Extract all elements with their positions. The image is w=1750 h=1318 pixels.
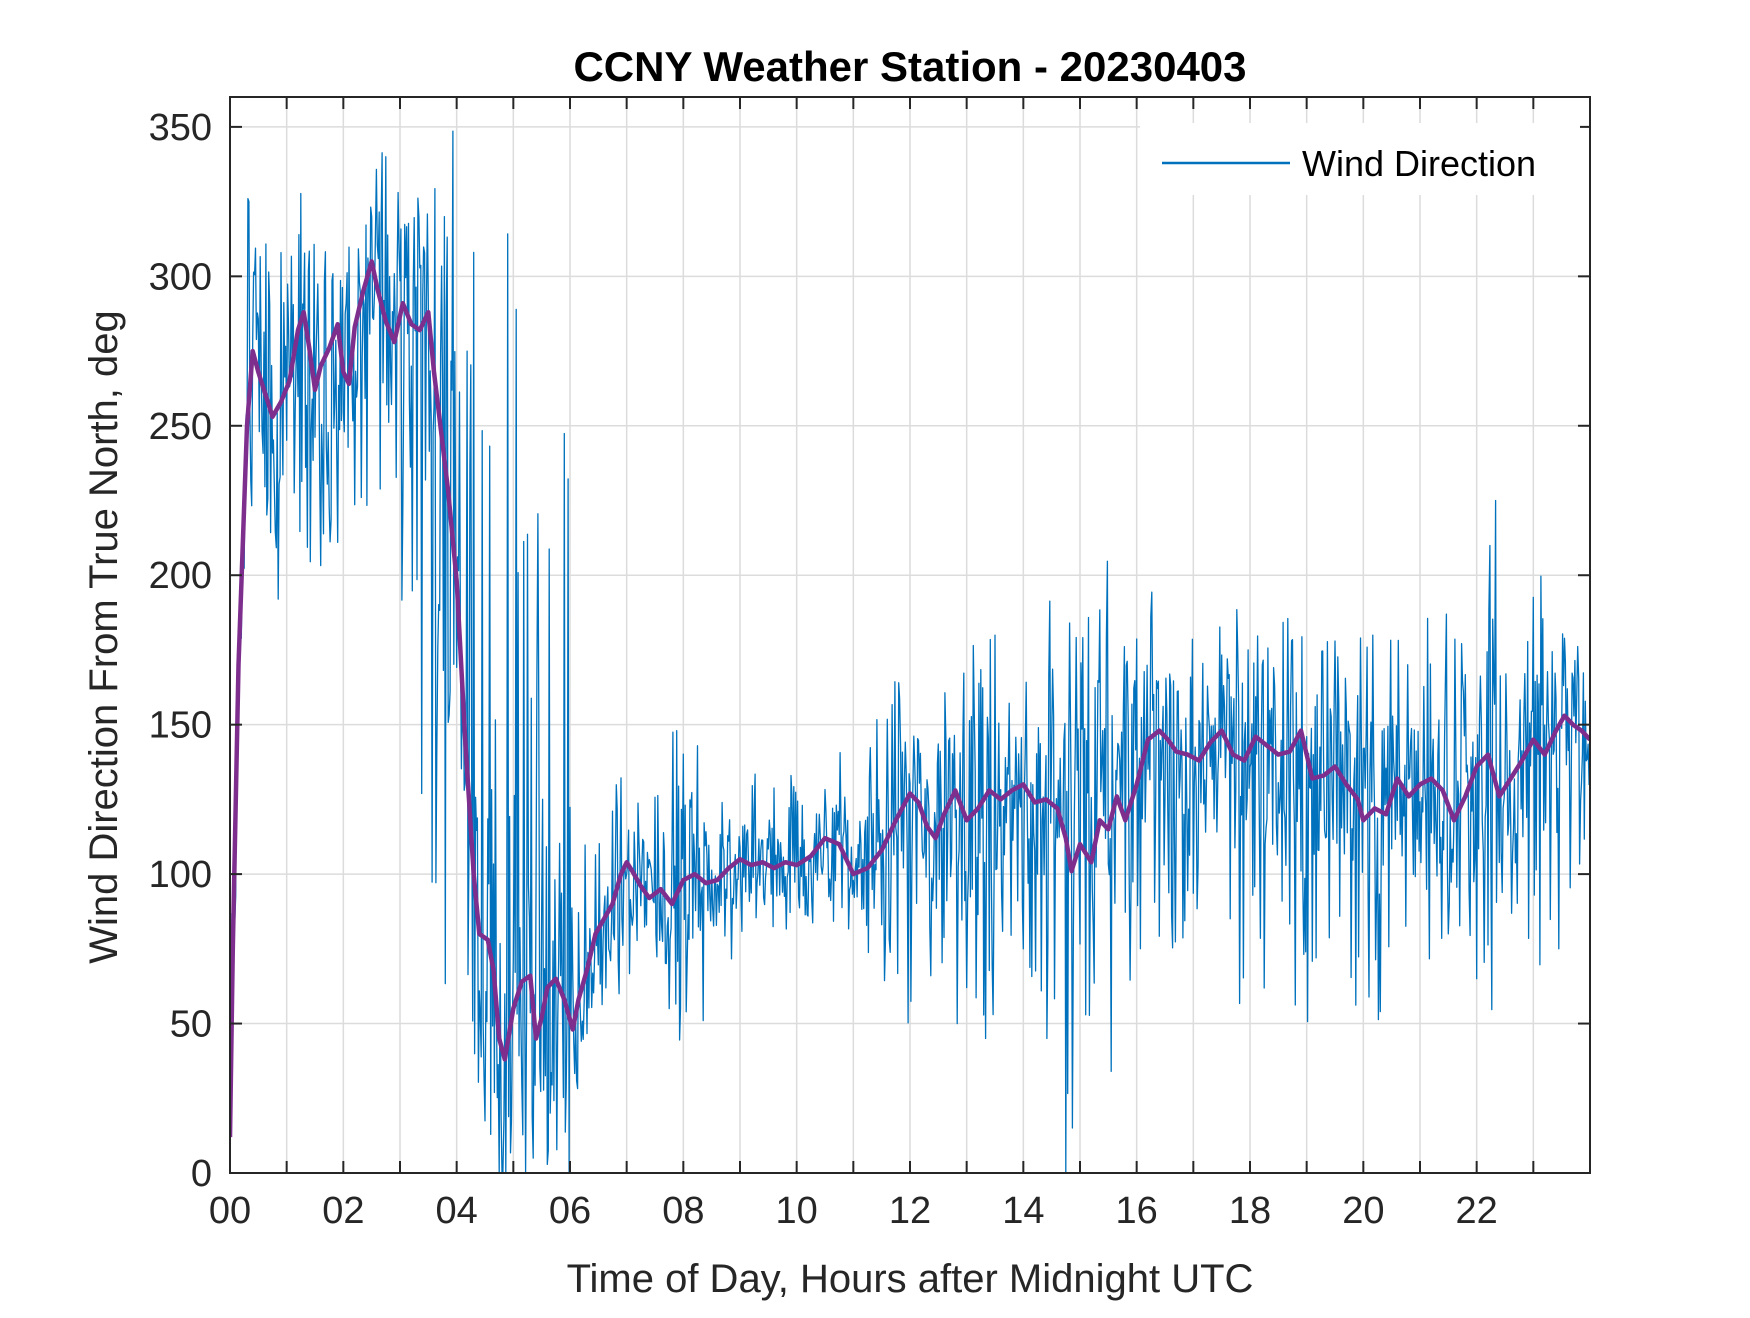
legend: Wind Direction xyxy=(1140,123,1580,195)
x-tick-label: 02 xyxy=(322,1190,364,1232)
legend-label-wind-direction: Wind Direction xyxy=(1302,143,1536,184)
legend-box xyxy=(1140,123,1580,195)
x-tick-label: 20 xyxy=(1342,1190,1384,1232)
x-tick-label: 14 xyxy=(1002,1190,1044,1232)
x-tick-label: 12 xyxy=(889,1190,931,1232)
chart-title: CCNY Weather Station - 20230403 xyxy=(573,43,1246,90)
data-layer xyxy=(230,130,1590,1173)
y-tick-label: 50 xyxy=(170,1004,212,1046)
y-tick-label: 200 xyxy=(149,555,212,597)
y-tick-label: 100 xyxy=(149,854,212,896)
series-moving-average xyxy=(230,259,1590,1138)
x-axis-label: Time of Day, Hours after Midnight UTC xyxy=(567,1257,1254,1301)
y-tick-label: 250 xyxy=(149,406,212,448)
y-tick-label: 150 xyxy=(149,705,212,747)
series-wind-direction xyxy=(230,130,1590,1173)
x-tick-label: 18 xyxy=(1229,1190,1271,1232)
y-tick-label: 350 xyxy=(149,107,212,149)
x-tick-label: 22 xyxy=(1456,1190,1498,1232)
y-tick-label: 300 xyxy=(149,256,212,298)
y-tick-label: 0 xyxy=(191,1153,212,1195)
y-axis-label: Wind Direction From True North, deg xyxy=(82,310,126,964)
x-tick-label: 04 xyxy=(436,1190,478,1232)
x-tick-label: 08 xyxy=(662,1190,704,1232)
axes-layer: 00 02 04 06 08 10 12 14 16 18 20 22 0 50 100 150 200 250 3… xyxy=(149,96,1591,1232)
x-tick-label: 00 xyxy=(209,1190,251,1232)
x-tick-label: 10 xyxy=(776,1190,818,1232)
x-tick-label: 16 xyxy=(1116,1190,1158,1232)
x-tick-label: 06 xyxy=(549,1190,591,1232)
